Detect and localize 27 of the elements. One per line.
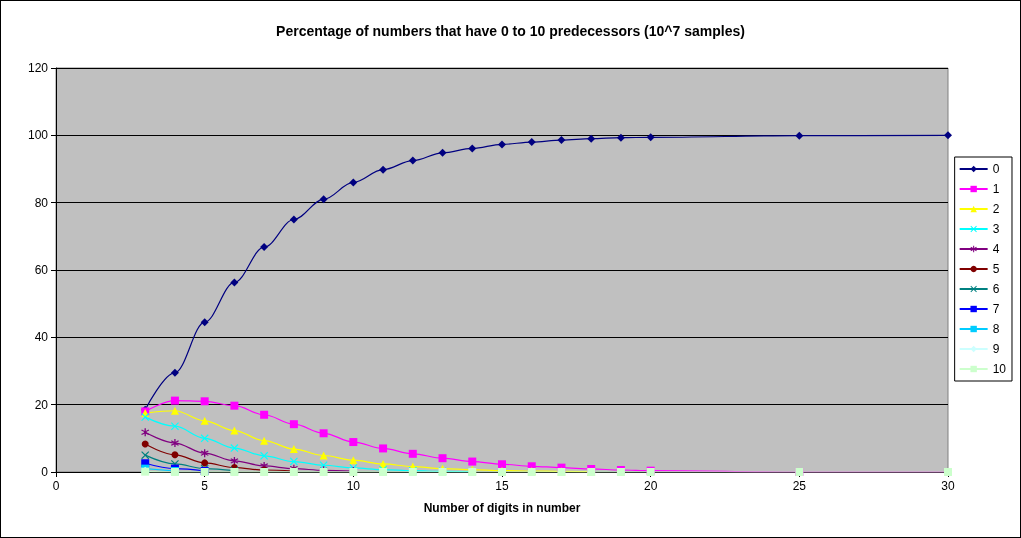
legend-label: 8 xyxy=(992,322,1000,336)
y-tick-label: 40 xyxy=(34,330,49,345)
legend-label: 6 xyxy=(992,282,1000,296)
x-tick-label: 15 xyxy=(495,479,509,493)
chart-title: Percentage of numbers that have 0 to 10 predecessors (10^7 samples) xyxy=(276,23,745,39)
legend-label: 2 xyxy=(992,202,1000,216)
legend-label: 1 xyxy=(992,182,1000,196)
y-tick-label: 0 xyxy=(41,465,49,479)
legend-label: 5 xyxy=(992,262,1000,276)
y-tick-label: 120 xyxy=(27,61,49,75)
legend-label: 0 xyxy=(992,162,1000,176)
x-tick-label: 30 xyxy=(941,479,955,493)
legend-label: 3 xyxy=(992,222,1000,236)
legend-label: 10 xyxy=(992,362,1007,376)
x-tick-label: 25 xyxy=(792,479,807,493)
legend-label: 4 xyxy=(992,242,1000,256)
x-axis-title: Number of digits in number xyxy=(423,501,581,515)
y-tick-label: 100 xyxy=(27,128,49,143)
x-tick-label: 5 xyxy=(201,479,209,493)
y-tick-label: 80 xyxy=(34,195,49,210)
legend-label: 7 xyxy=(992,302,1000,316)
y-tick-label: 60 xyxy=(34,263,49,277)
x-tick-label: 0 xyxy=(52,479,60,493)
y-tick-label: 20 xyxy=(34,397,49,412)
x-tick-label: 10 xyxy=(346,479,361,493)
x-tick-label: 20 xyxy=(643,479,658,493)
legend-label: 9 xyxy=(992,342,1000,356)
